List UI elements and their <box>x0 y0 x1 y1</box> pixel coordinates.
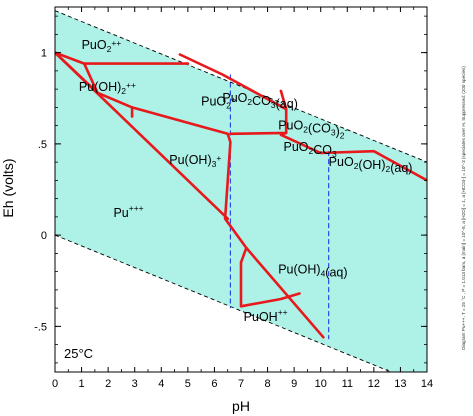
x-tick-label: 12 <box>368 378 380 390</box>
x-tick-label: 2 <box>105 378 111 390</box>
y-axis-title: Eh (volts) <box>0 158 16 217</box>
species-label: PuO2(CO3)2-- <box>278 118 350 140</box>
water-upper-limit-line <box>55 10 427 163</box>
species-labels: PuO2++ Pu(OH)2++ PuO2+PuO2CO3(aq) PuO2(CO3)… <box>79 38 413 324</box>
species-label: PuO2(OH)2(aq) <box>329 155 413 175</box>
species-label: Pu(OH)4(aq) <box>278 262 347 279</box>
y-tick-label: 1 <box>41 48 47 60</box>
boundary-line <box>55 51 229 220</box>
side-note: Diagram Pu+++, T = 25 °C , P = 1.013 bar… <box>461 66 466 350</box>
boundary-line <box>239 246 301 308</box>
boundary-line <box>178 53 288 111</box>
species-label: PuO2CO3 <box>284 140 338 159</box>
y-tick-label: 0 <box>41 230 47 242</box>
species-label: Pu+++ <box>113 203 143 220</box>
water-stability-field <box>55 10 427 372</box>
species-label: PuOH++ <box>244 307 288 324</box>
species-label: Pu(OH)3+ <box>169 153 221 169</box>
boundary-lines <box>55 10 427 372</box>
x-axis-title: pH <box>232 398 250 414</box>
x-tick-label: 10 <box>315 378 327 390</box>
x-tick-label: 1 <box>79 378 85 390</box>
x-tick-label: 8 <box>265 378 271 390</box>
axes: 0 1 2 3 4 5 6 7 8 9 10 11 12 13 141.50-.5 <box>34 7 433 390</box>
x-tick-label: 9 <box>291 378 297 390</box>
x-tick-label: 11 <box>342 378 353 390</box>
boundary-line <box>229 89 288 136</box>
x-tick-label: 6 <box>211 378 217 390</box>
x-tick-label: 3 <box>132 378 138 390</box>
x-tick-label: 7 <box>238 378 244 390</box>
species-label: PuO2CO3(aq) <box>222 91 297 111</box>
species-label: Pu(OH)2++ <box>79 80 136 96</box>
x-tick-label: 13 <box>394 378 406 390</box>
x-tick-label: 4 <box>158 378 164 390</box>
boundary-line <box>279 131 427 182</box>
x-tick-label: 14 <box>421 378 433 390</box>
boundary-line <box>55 51 325 339</box>
temperature-label: 25°C <box>64 346 93 361</box>
x-tick-label: 0 <box>52 378 58 390</box>
water-lower-limit-line <box>55 234 393 372</box>
species-label: PuO2+ <box>201 95 236 111</box>
y-tick-label: .5 <box>38 139 47 151</box>
x-tick-label: 5 <box>185 378 191 390</box>
species-label: PuO2++ <box>82 38 122 54</box>
y-tick-label: -.5 <box>34 321 47 333</box>
